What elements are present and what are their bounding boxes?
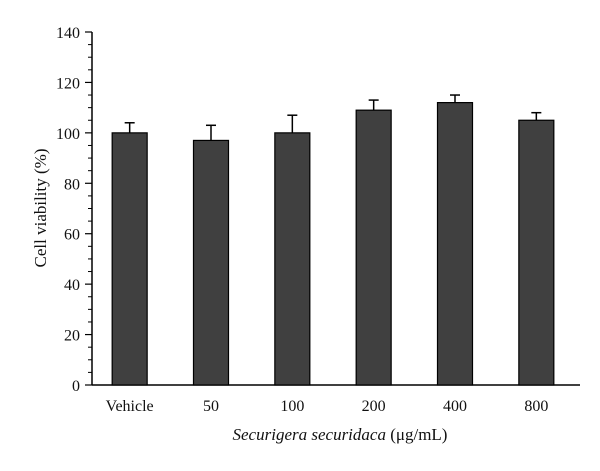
- y-tick-label: 140: [56, 25, 80, 42]
- x-tick-label: 200: [362, 398, 386, 415]
- y-tick-label: 80: [64, 176, 80, 193]
- y-axis-label: Cell viability (%): [31, 149, 50, 268]
- y-tick-label: 0: [72, 378, 80, 395]
- bar-vehicle: [111, 132, 148, 386]
- x-axis-label-unit: (μg/mL): [386, 425, 448, 444]
- bar-800: [518, 119, 555, 386]
- x-tick-label: 400: [443, 398, 467, 415]
- x-tick-label: 800: [524, 398, 548, 415]
- x-tick-label: 100: [280, 398, 304, 415]
- bar-400: [436, 101, 474, 386]
- x-axis-label: Securigera securidaca (μg/mL): [233, 425, 448, 444]
- x-tick-label: Vehicle: [106, 398, 154, 415]
- y-tick-label: 120: [56, 75, 80, 92]
- bar-200: [355, 109, 392, 386]
- bar-50: [192, 139, 230, 386]
- x-tick-label: 50: [203, 398, 219, 415]
- y-tick-label: 60: [64, 227, 80, 244]
- y-tick-label: 40: [64, 277, 80, 294]
- x-axis-label-species: Securigera securidaca: [233, 425, 386, 444]
- bar-100: [274, 132, 311, 386]
- y-tick-label: 100: [56, 126, 80, 143]
- y-tick-label: 20: [64, 328, 80, 345]
